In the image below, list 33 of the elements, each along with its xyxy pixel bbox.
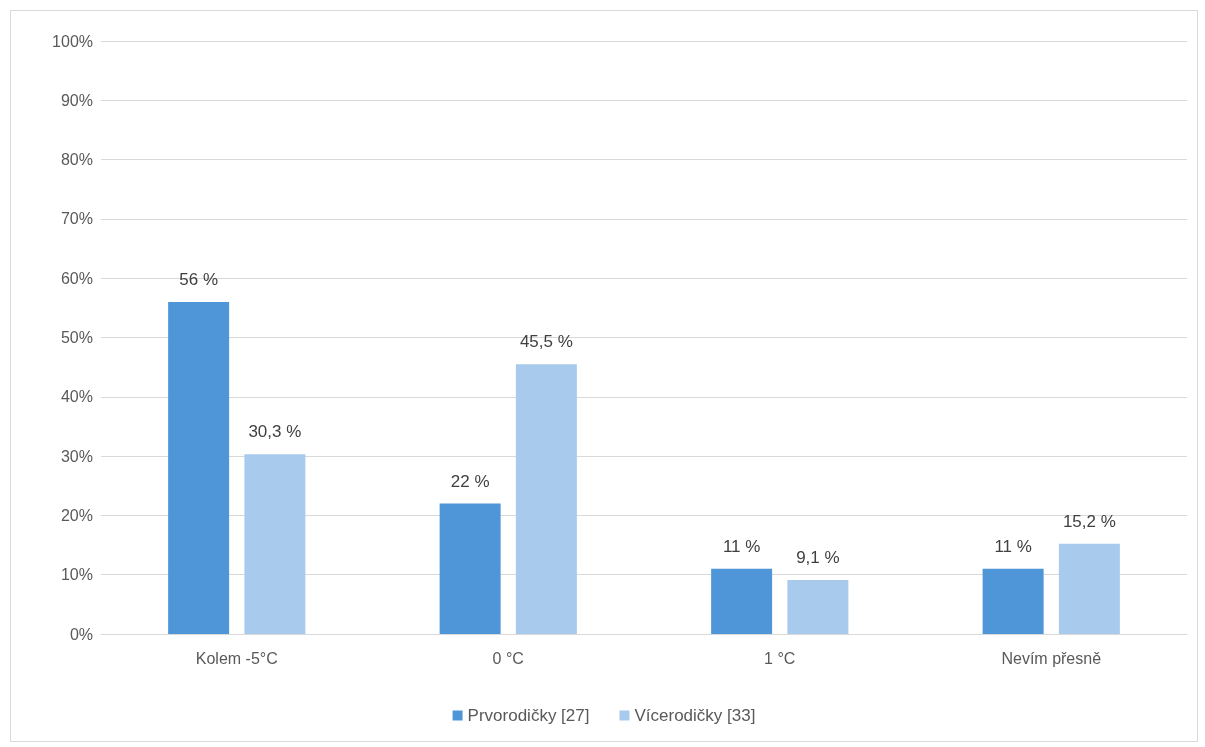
x-tick-label: 0 °C — [492, 649, 524, 667]
bar — [515, 364, 577, 634]
data-label: 22 % — [450, 471, 490, 491]
y-tick-label: 20% — [60, 506, 93, 524]
data-label: 11 % — [722, 536, 761, 556]
legend-label: Prvorodičky [27] — [467, 706, 590, 725]
bar — [439, 503, 501, 634]
bar — [711, 568, 773, 634]
data-label: 15,2 % — [1062, 511, 1116, 531]
data-label: 11 % — [994, 536, 1032, 556]
x-tick-label: Kolem -5°C — [195, 649, 278, 667]
y-tick-label: 60% — [60, 269, 93, 287]
data-label: 56 % — [179, 269, 218, 289]
y-tick-label: 90% — [60, 91, 93, 109]
y-tick-label: 10% — [60, 566, 93, 584]
x-tick-label: Nevím přesně — [1001, 649, 1102, 667]
bar — [787, 580, 849, 634]
data-label: 9,1 % — [796, 548, 840, 568]
y-tick-label: 70% — [60, 210, 93, 228]
y-tick-label: 0% — [69, 625, 93, 643]
y-tick-label: 50% — [60, 329, 93, 346]
bar — [168, 301, 230, 634]
y-tick-label: 80% — [60, 151, 93, 169]
x-tick-label: 1 °C — [764, 649, 796, 667]
bar — [1058, 543, 1120, 634]
bar — [244, 454, 306, 634]
y-tick-label: 40% — [60, 388, 93, 406]
y-tick-label: 100% — [52, 32, 93, 50]
data-label: 30,3 % — [248, 422, 302, 442]
y-tick-label: 30% — [60, 447, 93, 465]
legend-label: Vícerodičky [33] — [634, 706, 756, 725]
bar — [982, 568, 1044, 634]
data-label: 45,5 % — [519, 332, 573, 352]
